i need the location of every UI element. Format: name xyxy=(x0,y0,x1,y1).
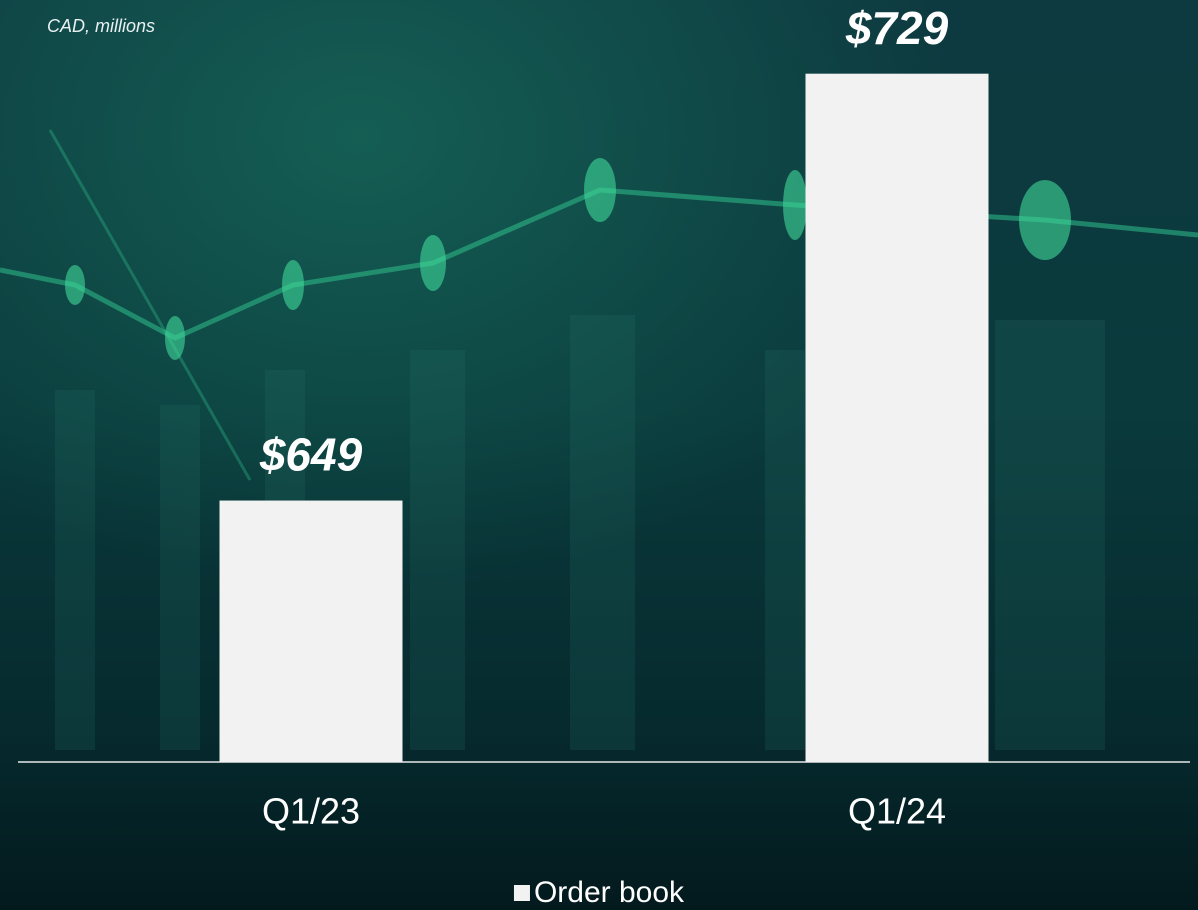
x-tick-label: Q1/23 xyxy=(262,791,360,832)
chart: CAD, millions Q1/23 Q1/24 $649 $729 Order bo… xyxy=(0,0,1198,910)
bar xyxy=(806,74,989,762)
legend-swatch xyxy=(514,885,530,901)
value-label: $649 xyxy=(259,429,363,481)
bar xyxy=(220,501,403,762)
x-tick-label: Q1/24 xyxy=(848,791,946,832)
background xyxy=(0,0,1198,910)
legend-label: Order book xyxy=(534,876,685,909)
subtitle: CAD, millions xyxy=(47,16,155,36)
page: CAD, millions Q1/23 Q1/24 $649 $729 Order bo… xyxy=(0,0,1198,910)
value-label: $729 xyxy=(845,2,949,54)
